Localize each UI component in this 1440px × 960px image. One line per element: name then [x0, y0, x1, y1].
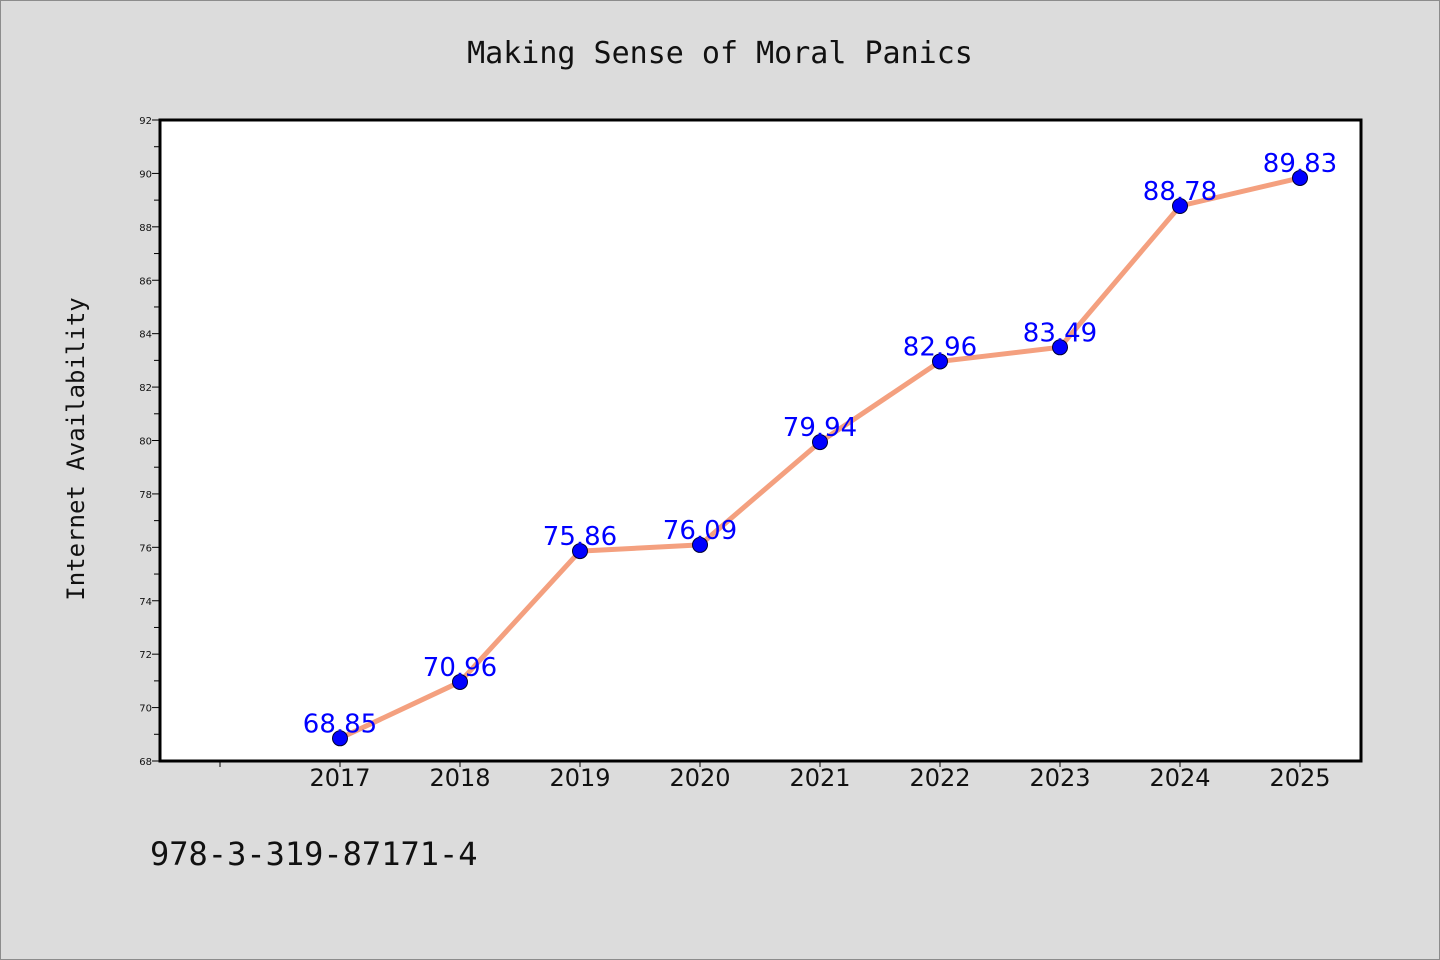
data-point-2024: [1172, 198, 1188, 215]
data-point-2019: [572, 543, 588, 560]
y-tick-label: 76: [139, 543, 152, 554]
x-tick-label: 2019: [549, 764, 610, 792]
data-point-2023: [1052, 339, 1068, 356]
y-tick-label: 88: [139, 223, 152, 234]
y-tick-label: 82: [139, 383, 152, 394]
y-tick-label: 68: [139, 757, 152, 768]
y-tick-label: 90: [139, 169, 152, 180]
data-labels: 68.85 70.96 75.86 76.09 79.94 82.96 83.49 88.78…: [303, 149, 1337, 739]
x-tick-label: 2018: [429, 764, 490, 792]
data-label-2023: 83.49: [1023, 318, 1097, 348]
y-axis-label: Internet Availability: [62, 297, 90, 600]
data-point-2017: [332, 730, 348, 747]
data-label-2024: 88.78: [1143, 177, 1217, 207]
data-label-2019: 75.86: [543, 522, 617, 552]
y-tick-label: 84: [139, 330, 152, 341]
y-tick-label: 72: [139, 650, 152, 661]
data-point-2018: [452, 673, 468, 690]
x-tick-label: 2025: [1269, 764, 1330, 792]
data-label-2022: 82.96: [903, 332, 977, 362]
x-tick-label: 2021: [789, 764, 850, 792]
data-label-2025: 89.83: [1263, 149, 1337, 179]
y-tick-label: 78: [139, 490, 152, 501]
y-tick-label: 86: [139, 276, 152, 287]
data-point-2025: [1292, 169, 1308, 186]
x-tick-label: 2024: [1149, 764, 1210, 792]
series-1: [332, 169, 1308, 747]
data-point-2021: [812, 434, 828, 451]
axes: 68 70 72 74 76 78 80 82 84 86 88 90 92 2017 2018 2019 20…: [139, 116, 1330, 792]
x-tick-label: 2017: [309, 764, 370, 792]
plot-area: [160, 120, 1361, 761]
data-label-2021: 79.94: [783, 413, 857, 443]
x-tick-label: 2022: [909, 764, 970, 792]
x-tick-label: 2023: [1029, 764, 1090, 792]
y-tick-label: 70: [139, 704, 152, 715]
data-label-2020: 76.09: [663, 516, 737, 546]
data-point-2020: [692, 536, 708, 553]
x-tick-label: 2020: [669, 764, 730, 792]
data-point-2022: [932, 353, 948, 370]
y-tick-label: 80: [139, 437, 152, 448]
data-label-2018: 70.96: [423, 653, 497, 683]
data-label-2017: 68.85: [303, 709, 377, 739]
y-tick-label: 74: [139, 597, 152, 608]
plot-frame: [158, 118, 1363, 763]
isbn-footer: 978-3-319-87171-4: [150, 835, 478, 873]
y-tick-label: 92: [139, 116, 152, 127]
chart-title: Making Sense of Moral Panics: [467, 36, 973, 71]
